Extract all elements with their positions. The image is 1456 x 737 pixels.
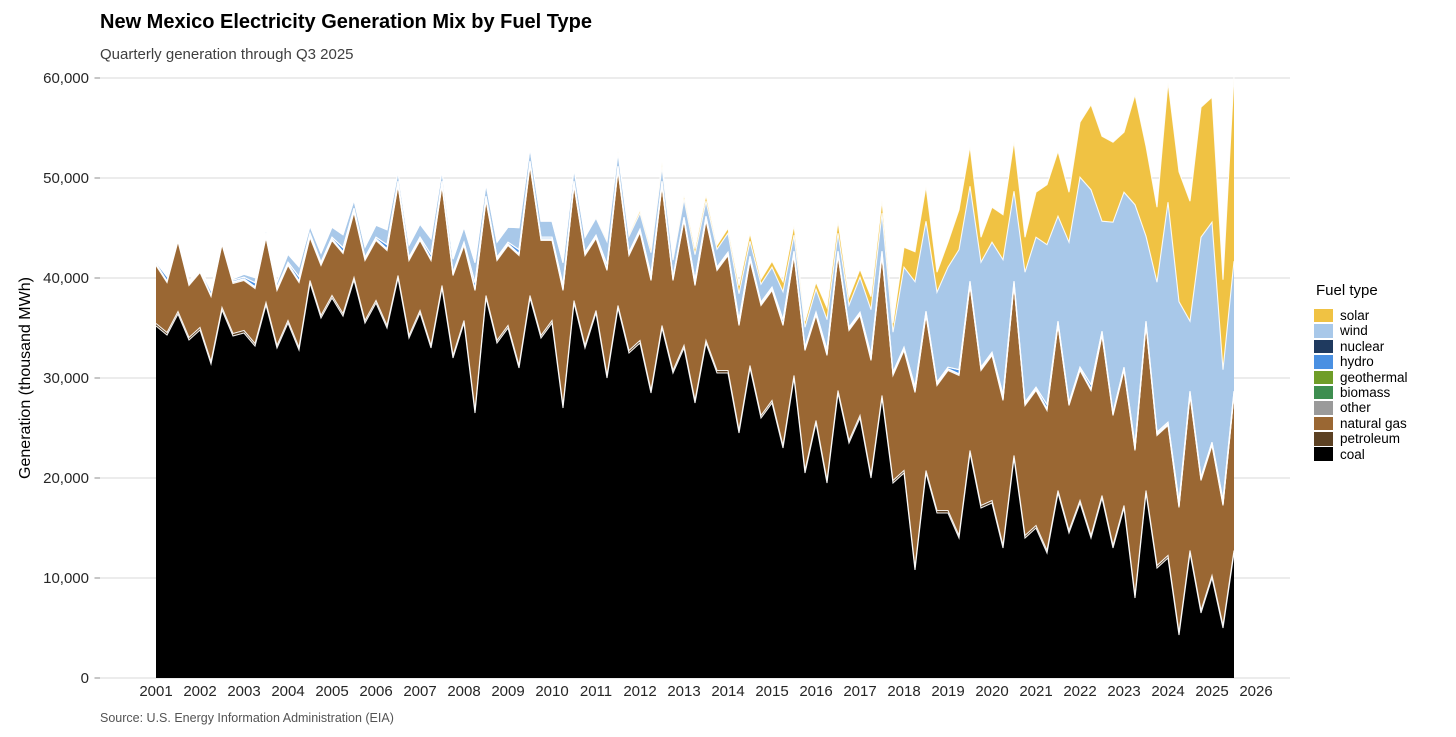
x-tick-label: 2001: [139, 683, 172, 700]
nuclear-swatch-icon: [1314, 339, 1333, 354]
legend-label: other: [1340, 400, 1371, 416]
biomass-swatch-icon: [1314, 385, 1333, 400]
legend-label: geothermal: [1340, 369, 1408, 385]
x-tick-label: 2004: [271, 683, 304, 700]
chart-subtitle: Quarterly generation through Q3 2025: [100, 46, 354, 63]
y-tick-label: 0: [81, 670, 89, 687]
area-boundary: [155, 275, 1235, 633]
legend-item-other: other: [1314, 400, 1408, 415]
legend-item-biomass: biomass: [1314, 385, 1408, 400]
x-tick-label: 2026: [1239, 683, 1272, 700]
y-tick-label: 20,000: [43, 470, 89, 487]
legend-item-petroleum: petroleum: [1314, 431, 1408, 446]
y-tick-label: 40,000: [43, 270, 89, 287]
y-tick-label: 60,000: [43, 70, 89, 87]
x-tick-label: 2009: [491, 683, 524, 700]
x-tick-label: 2010: [535, 683, 568, 700]
legend-item-wind: wind: [1314, 323, 1408, 338]
legend-label: coal: [1340, 446, 1365, 462]
x-tick-label: 2025: [1195, 683, 1228, 700]
x-tick-label: 2007: [403, 683, 436, 700]
y-axis-title: Generation (thousand MWh): [17, 277, 34, 479]
x-tick-label: 2023: [1107, 683, 1140, 700]
x-tick-label: 2003: [227, 683, 260, 700]
x-tick-label: 2021: [1019, 683, 1052, 700]
x-tick-label: 2022: [1063, 683, 1096, 700]
area-boundary: [155, 161, 1235, 502]
x-tick-label: 2011: [580, 683, 612, 700]
x-tick-label: 2012: [623, 683, 656, 700]
x-tick-label: 2013: [667, 683, 700, 700]
area-wind: [156, 148, 1234, 502]
x-tick-label: 2019: [931, 683, 964, 700]
legend-label: natural gas: [1340, 415, 1407, 431]
chart-title: New Mexico Electricity Generation Mix by…: [100, 11, 592, 33]
x-tick-label: 2020: [975, 683, 1008, 700]
x-tick-label: 2005: [315, 683, 348, 700]
natural-gas-swatch-icon: [1314, 416, 1333, 431]
x-tick-label: 2006: [359, 683, 392, 700]
legend-items: solar wind nuclear hydro geothermal biomass ot…: [1314, 308, 1408, 462]
legend: Fuel type solar wind nuclear hydro geotherma…: [1314, 282, 1408, 462]
hydro-swatch-icon: [1314, 355, 1333, 369]
other-swatch-icon: [1314, 401, 1333, 415]
y-tick-label: 30,000: [43, 370, 89, 387]
x-tick-label: 2008: [447, 683, 480, 700]
area-coal: [156, 278, 1234, 678]
legend-label: petroleum: [1340, 431, 1401, 447]
geothermal-swatch-icon: [1314, 370, 1333, 384]
source-note: Source: U.S. Energy Information Administ…: [100, 711, 394, 725]
legend-item-coal: coal: [1314, 447, 1408, 462]
x-tick-label: 2014: [711, 683, 744, 700]
x-tick-label: 2002: [183, 683, 216, 700]
legend-label: nuclear: [1340, 338, 1385, 354]
area-hydro: [156, 161, 1234, 506]
solar-swatch-icon: [1314, 308, 1333, 323]
legend-item-hydro: hydro: [1314, 354, 1408, 369]
legend-label: wind: [1340, 323, 1368, 339]
legend-label: biomass: [1340, 384, 1391, 400]
area-boundary: [155, 76, 1235, 324]
wind-swatch-icon: [1314, 324, 1333, 338]
x-tick-label: 2024: [1151, 683, 1184, 700]
legend-label: solar: [1340, 308, 1370, 323]
legend-item-geothermal: geothermal: [1314, 370, 1408, 385]
legend-item-natural-gas: natural gas: [1314, 416, 1408, 431]
x-tick-label: 2017: [843, 683, 876, 700]
legend-item-nuclear: nuclear: [1314, 339, 1408, 354]
petroleum-swatch-icon: [1314, 432, 1333, 446]
x-tick-label: 2016: [799, 683, 832, 700]
legend-label: hydro: [1340, 354, 1374, 370]
y-tick-label: 10,000: [43, 570, 89, 587]
legend-item-solar: solar: [1314, 308, 1408, 323]
legend-title: Fuel type: [1316, 282, 1378, 299]
x-tick-label: 2018: [887, 683, 920, 700]
coal-swatch-icon: [1314, 447, 1333, 461]
y-tick-label: 50,000: [43, 170, 89, 187]
x-tick-label: 2015: [755, 683, 788, 700]
